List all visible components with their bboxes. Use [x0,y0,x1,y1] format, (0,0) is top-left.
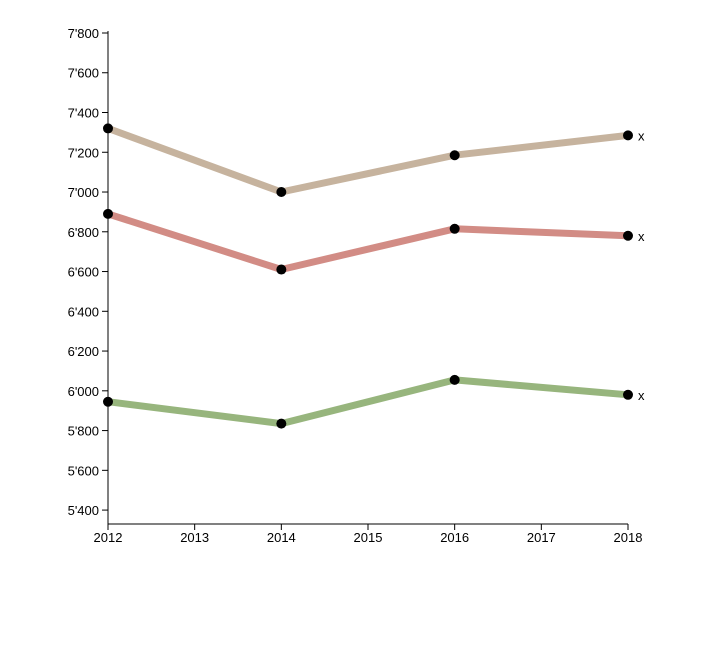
y-tick-label: 5'800 [68,424,99,439]
y-tick-label: 7'800 [68,26,99,41]
x-tick-label: 2015 [354,530,383,545]
x-tick-label: 2013 [180,530,209,545]
data-point [449,150,460,161]
data-point [623,389,633,400]
y-tick-label: 6'000 [68,384,99,399]
y-tick-label: 5'400 [68,503,99,518]
y-tick-label: 7'600 [68,66,99,81]
x-tick-label: 2014 [267,530,296,545]
x-tick-label: 2016 [440,530,469,545]
y-tick-label: 5'600 [68,463,99,478]
data-point [276,264,287,275]
axes: 5'400 5'600 5'800 6'000 6'200 6'400 6'600 6'800… [68,26,643,545]
series-2: x [103,208,645,275]
y-tick-label: 7'400 [68,106,99,121]
y-tick-label: 7'000 [68,185,99,200]
data-point [276,418,287,429]
series-line [107,376,629,428]
y-tick-label: 6'200 [68,344,99,359]
y-tick-label: 6'600 [68,265,99,280]
x-tick-label: 2017 [527,530,556,545]
y-tick-label: 6'400 [68,304,99,319]
data-point [449,374,460,385]
series-1: x [103,123,645,198]
series-layer: x x x [103,123,645,429]
y-tick-label: 6'800 [68,225,99,240]
data-point [276,187,287,198]
x-tick-label: 2018 [614,530,643,545]
series-3: x [103,374,645,429]
x-tick-label: 2012 [94,530,123,545]
data-point [449,223,460,234]
data-point [623,230,633,241]
series-line [106,210,629,273]
series-end-label: x [638,229,645,244]
series-line [106,125,629,196]
data-point [623,130,633,141]
series-end-label: x [638,388,645,403]
series-end-label: x [638,128,645,143]
y-tick-label: 7'200 [68,145,99,160]
